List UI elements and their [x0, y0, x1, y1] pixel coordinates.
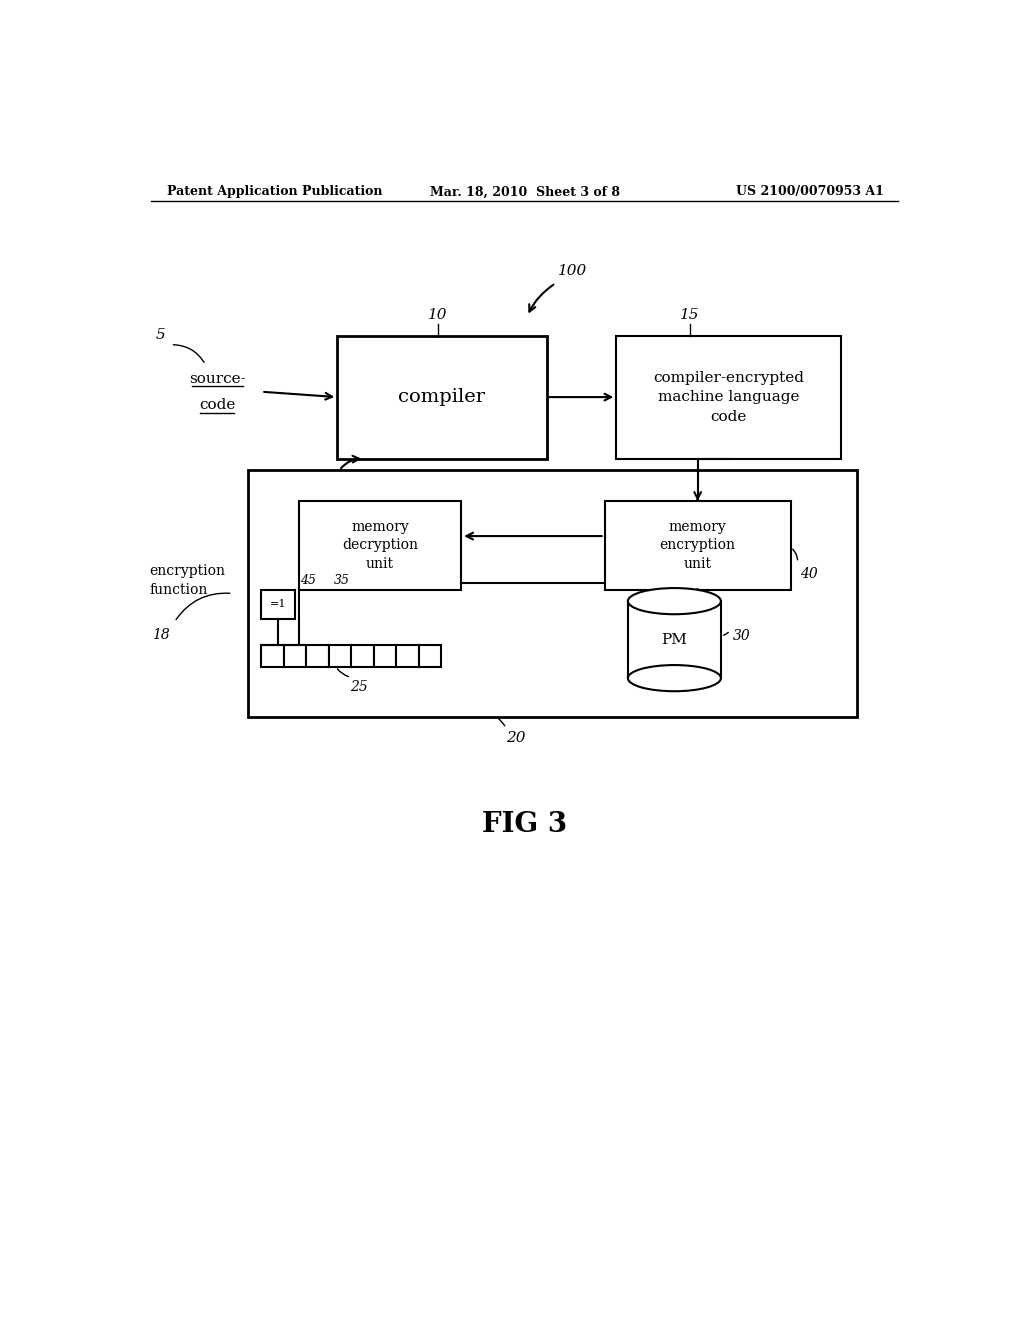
Text: 30: 30 [732, 628, 751, 643]
Bar [248, 470, 856, 717]
Bar [329, 645, 351, 667]
FancyArrowPatch shape [176, 593, 229, 619]
Bar [351, 645, 374, 667]
Bar [261, 590, 295, 619]
Text: code: code [199, 397, 236, 412]
Ellipse shape [628, 665, 721, 692]
Bar [261, 645, 284, 667]
Bar [337, 335, 547, 459]
Bar [419, 645, 441, 667]
FancyArrowPatch shape [499, 718, 505, 726]
Text: 100: 100 [558, 264, 588, 277]
FancyArrowPatch shape [337, 669, 348, 677]
Text: Mar. 18, 2010  Sheet 3 of 8: Mar. 18, 2010 Sheet 3 of 8 [430, 185, 620, 198]
Bar [628, 601, 721, 678]
Text: 25: 25 [350, 680, 368, 694]
Text: encryption
function: encryption function [150, 564, 225, 597]
FancyArrowPatch shape [793, 549, 798, 560]
Text: PM: PM [662, 632, 687, 647]
Text: compiler-encrypted
machine language
code: compiler-encrypted machine language code [653, 371, 804, 424]
Text: source-: source- [188, 372, 246, 385]
Text: 20: 20 [506, 730, 525, 744]
Text: compiler: compiler [398, 388, 485, 407]
Text: 10: 10 [428, 308, 447, 322]
Bar [306, 645, 329, 667]
Bar [604, 502, 791, 590]
Bar [284, 645, 306, 667]
Bar [616, 335, 841, 459]
Bar [374, 645, 396, 667]
Text: 18: 18 [152, 628, 169, 642]
Ellipse shape [628, 589, 721, 614]
Bar [396, 645, 419, 667]
Text: 5: 5 [156, 327, 166, 342]
Text: 40: 40 [800, 568, 818, 581]
Text: =1: =1 [270, 599, 287, 610]
Text: memory
decryption
unit: memory decryption unit [342, 520, 418, 570]
FancyArrowPatch shape [724, 632, 728, 635]
Text: 45: 45 [300, 574, 316, 587]
Text: 15: 15 [680, 308, 699, 322]
Bar [299, 502, 461, 590]
Text: memory
encryption
unit: memory encryption unit [659, 520, 735, 570]
Text: FIG 3: FIG 3 [482, 810, 567, 838]
Text: US 2100/0070953 A1: US 2100/0070953 A1 [736, 185, 884, 198]
FancyArrowPatch shape [173, 345, 204, 363]
Text: 35: 35 [334, 574, 350, 587]
Text: Patent Application Publication: Patent Application Publication [167, 185, 382, 198]
